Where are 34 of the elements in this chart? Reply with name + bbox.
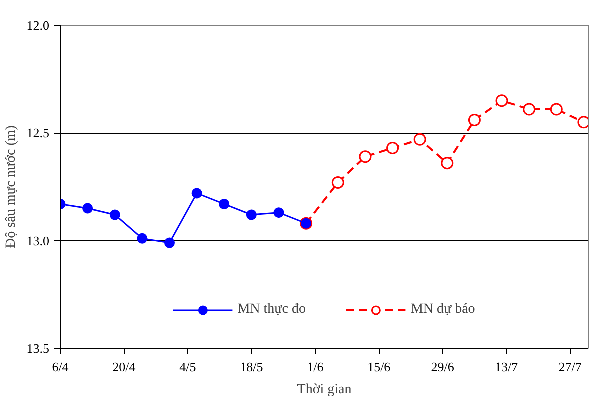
point (82, 203, 94, 214)
x-tick-label: 18/5 (240, 360, 264, 374)
y-tick-label: 12.5 (26, 126, 50, 141)
x-tick-label: 27/7 (558, 360, 582, 374)
point (110, 210, 120, 220)
x-tick-label: 1/6 (307, 360, 324, 374)
point (414, 133, 426, 146)
point (523, 103, 536, 116)
point (496, 94, 508, 108)
y-tick-label: 13.0 (26, 233, 50, 248)
point (164, 238, 175, 248)
x-tick-label: 29/6 (431, 360, 455, 374)
point (550, 103, 563, 116)
point (246, 210, 257, 220)
x-axis-title: Thời gian (297, 382, 352, 398)
point (468, 114, 481, 126)
point (359, 150, 372, 164)
point (441, 157, 454, 170)
point (274, 208, 284, 218)
x-tick-label: 15/6 (368, 360, 392, 374)
y-tick-label: 12.0 (26, 18, 50, 33)
y-tick-label: 13.5 (26, 341, 50, 356)
point (192, 188, 202, 199)
legend-label: MN thực đo (238, 302, 306, 318)
x-tick-label: 20/4 (112, 360, 136, 374)
point (386, 142, 400, 154)
legend-label: MN dự báo (410, 302, 476, 318)
point (332, 176, 344, 189)
y-axis-title: Độ sâu mực nước (m) (4, 125, 19, 248)
point (137, 233, 148, 244)
point (219, 198, 230, 210)
x-tick-label: 6/4 (52, 360, 70, 374)
x-tick-label: 13/7 (495, 360, 519, 374)
x-tick-label: 4/5 (180, 360, 196, 374)
